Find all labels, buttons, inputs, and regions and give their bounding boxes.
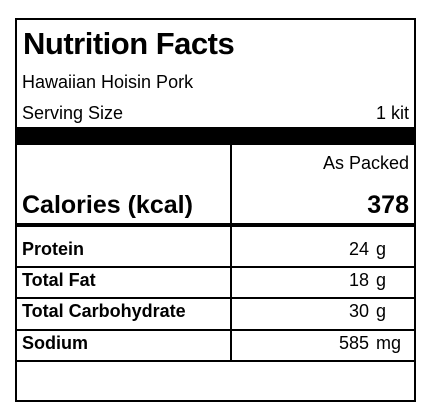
nutrient-unit: g	[376, 270, 387, 291]
nutrient-label: Total Carbohydrate	[22, 301, 186, 322]
label-border	[15, 18, 416, 402]
nutrient-label: Sodium	[22, 332, 88, 353]
row-rule	[15, 266, 416, 269]
thick-bar	[15, 127, 416, 145]
serving-value: 1 kit	[375, 103, 409, 123]
nutrient-unit: g	[376, 301, 387, 322]
nutrient-value: 585	[338, 332, 369, 353]
nutrient-label: Total Fat	[22, 270, 96, 291]
serving-label: Serving Size	[22, 103, 124, 123]
calories-rule	[15, 223, 416, 227]
calories-value: 378	[367, 191, 409, 219]
nutrient-label: Protein	[22, 239, 85, 259]
nutrient-unit: mg	[376, 332, 402, 353]
column-divider	[230, 145, 232, 361]
column-header: As Packed	[322, 153, 409, 173]
nutrient-unit: g	[376, 239, 387, 259]
nutrient-value: 24	[348, 239, 369, 259]
row-rule	[15, 328, 416, 331]
title: Nutrition Facts	[23, 26, 235, 61]
row-rule	[15, 297, 416, 300]
nutrient-value: 18	[348, 270, 369, 291]
product-name: Hawaiian Hoisin Pork	[22, 72, 194, 92]
nutrient-value: 30	[348, 301, 369, 322]
calories-label: Calories (kcal)	[22, 191, 193, 219]
row-rule	[15, 359, 416, 362]
